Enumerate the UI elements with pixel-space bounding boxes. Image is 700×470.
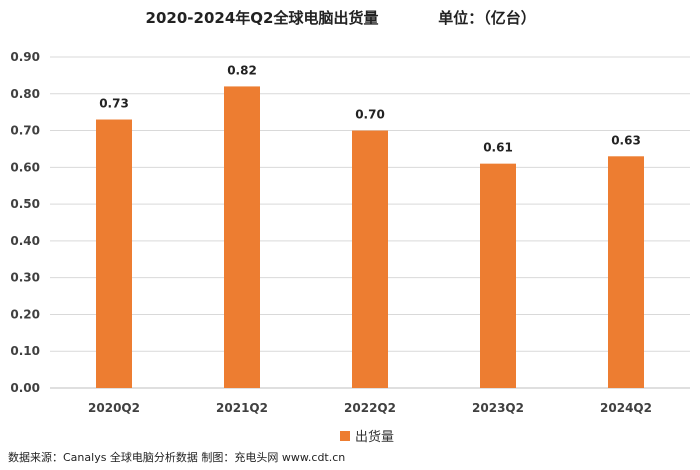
- legend: 出货量: [340, 429, 394, 445]
- bar: [352, 130, 388, 389]
- y-tick-label: 0.60: [10, 160, 40, 174]
- y-tick-label: 0.10: [10, 344, 40, 358]
- data-label: 0.70: [355, 108, 385, 122]
- data-label: 0.61: [483, 141, 513, 155]
- y-axis-ticks: 0.00 0.10 0.20 0.30 0.40 0.50 0.60 0.70 0.80 0.90: [10, 50, 40, 395]
- y-tick-label: 0.00: [10, 381, 40, 395]
- y-tick-label: 0.90: [10, 50, 40, 64]
- y-tick-label: 0.80: [10, 87, 40, 101]
- data-labels: 0.73 0.82 0.70 0.61 0.63: [99, 63, 641, 154]
- source-note: 数据来源：Canalys 全球电脑分析数据 制图：充电头网 www.cdt.cn: [8, 450, 345, 464]
- x-axis-ticks: 2020Q2 2021Q2 2022Q2 2023Q2 2024Q2: [88, 401, 652, 415]
- x-tick-label: 2020Q2: [88, 401, 140, 415]
- y-tick-label: 0.40: [10, 234, 40, 248]
- bar: [608, 156, 644, 388]
- x-tick-label: 2022Q2: [344, 401, 396, 415]
- x-tick-label: 2024Q2: [600, 401, 652, 415]
- y-tick-label: 0.20: [10, 307, 40, 321]
- data-label: 0.82: [227, 63, 257, 77]
- legend-swatch: [340, 431, 350, 441]
- bar: [480, 163, 516, 388]
- legend-label: 出货量: [355, 429, 394, 445]
- bar: [224, 86, 260, 388]
- y-tick-label: 0.30: [10, 271, 40, 285]
- bar: [96, 119, 132, 389]
- bars: [96, 86, 644, 389]
- y-tick-label: 0.70: [10, 124, 40, 138]
- x-tick-label: 2021Q2: [216, 401, 268, 415]
- y-tick-label: 0.50: [10, 197, 40, 211]
- data-label: 0.63: [611, 133, 641, 147]
- chart-title: 2020-2024年Q2全球电脑出货量: [146, 9, 379, 27]
- data-label: 0.73: [99, 97, 129, 111]
- x-tick-label: 2023Q2: [472, 401, 524, 415]
- unit-label: 单位：（亿台）: [438, 9, 536, 27]
